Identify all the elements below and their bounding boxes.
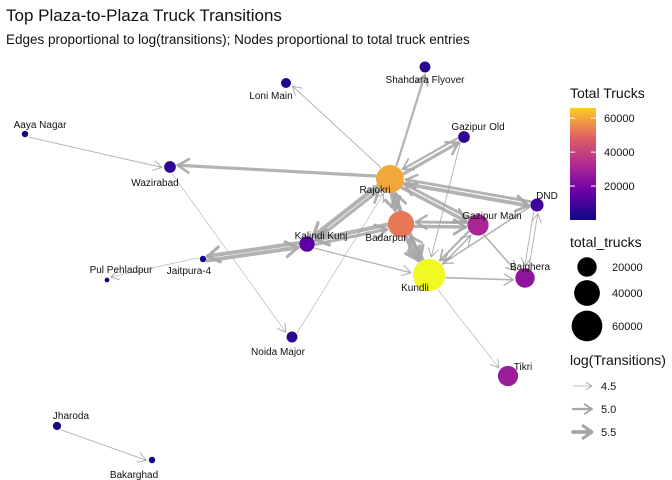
edge-rajokri-to-wazirabad [176, 157, 377, 178]
node-label-jaitpura: Jaitpura-4 [167, 266, 212, 277]
color-legend-tick: 20000 [604, 181, 635, 193]
color-legend-bar [570, 108, 596, 220]
edge-legend-label: 4.5 [601, 381, 616, 393]
edge-legend-key [571, 424, 594, 440]
node-label-rajokri: Rajokri [359, 185, 390, 196]
node-label-gazmain: Gazipur Main [462, 211, 521, 222]
node-rajokri [376, 165, 404, 193]
edge-gazold-to-rajokri [401, 137, 459, 171]
edge-wazirabad-to-noida [171, 173, 287, 333]
chart-subtitle: Edges proportional to log(transitions); … [6, 32, 470, 47]
node-gazmain [467, 214, 489, 236]
node-label-shahdara: Shahdara Flyover [386, 75, 466, 86]
edge-kundli-to-bajghera [445, 273, 515, 286]
edges-layer [28, 73, 542, 463]
edge-legend-label: 5.5 [601, 427, 616, 439]
edge-dnd-to-kundli [442, 206, 531, 265]
size-legend-key [574, 280, 600, 306]
size-legend-label: 60000 [612, 321, 643, 333]
node-kundli [413, 259, 445, 291]
edge-kundli-to-gazmain [441, 234, 472, 266]
edge-kalindi-to-badarpur [314, 223, 389, 246]
edge-gazmain-to-rajokri [403, 182, 471, 220]
node-jaitpura [199, 255, 207, 263]
node-label-bajghera: Bajghera [510, 262, 550, 273]
node-label-wazirabad: Wazirabad [131, 178, 178, 189]
edge-kundli-to-tikri [437, 289, 500, 369]
node-jharoda [52, 421, 62, 431]
node-label-noida: Noida Major [251, 347, 306, 358]
node-label-kalindi: Kalindi Kunj [295, 231, 348, 242]
legend: Total Trucks 20000 40000 60000 total_trucks 2… [570, 85, 666, 440]
edge-rajokri-to-loni [292, 85, 381, 168]
color-legend-tick: 60000 [604, 113, 635, 125]
node-wazirabad [164, 161, 176, 173]
node-label-gazold: Gazipur Old [451, 122, 504, 133]
node-label-jharoda: Jharoda [53, 411, 90, 422]
edge-legend-key [572, 381, 593, 391]
node-label-bakarghad: Bakarghad [110, 470, 158, 480]
labels-layer: Loni Main Shahdara Flyover Aaya Nagar Gazip… [14, 75, 558, 480]
node-gazold [458, 131, 470, 143]
node-badarpur [387, 210, 415, 238]
node-label-loni: Loni Main [249, 91, 292, 102]
node-tikri [497, 365, 519, 387]
chart-title: Top Plaza-to-Plaza Truck Transitions [6, 6, 282, 25]
edge-dnd-to-rajokri [404, 173, 532, 203]
node-label-dnd: DND [536, 191, 558, 202]
node-label-badarpur: Badarpur [365, 233, 407, 244]
size-legend-label: 20000 [612, 262, 643, 274]
color-legend-tick: 40000 [604, 147, 635, 159]
edge-legend-label: 5.0 [601, 404, 616, 416]
edge-badarpur-to-rajokri [390, 192, 407, 212]
node-bakarghad [148, 456, 156, 464]
edge-noida-to-rajokri [296, 193, 384, 334]
node-label-kundli: Kundli [401, 283, 429, 294]
node-kalindi [299, 236, 315, 252]
node-dnd [530, 198, 544, 212]
edge-aaya-to-wazirabad [28, 136, 163, 171]
size-legend-key [577, 257, 597, 277]
node-label-tikri: Tikri [514, 362, 533, 373]
edge-kalindi-to-kundli [314, 247, 412, 277]
nodes-layer [21, 61, 544, 464]
node-loni [281, 78, 291, 88]
size-legend-label: 40000 [612, 288, 643, 300]
edge-jaitpura-to-pulpeh [110, 257, 199, 281]
color-legend-title: Total Trucks [570, 85, 645, 101]
node-pulpeh [104, 277, 110, 283]
node-aaya [21, 130, 29, 138]
node-shahdara [419, 61, 431, 73]
node-label-aaya: Aaya Nagar [14, 120, 67, 131]
edge-gazmain-to-badarpur [414, 214, 468, 230]
edge-jharoda-to-bakarghad [60, 429, 147, 463]
edge-kalindi-to-jaitpura [205, 241, 300, 264]
edge-gazmain-to-bajghera [483, 234, 517, 272]
node-bajghera [515, 268, 535, 288]
edge-legend-key [571, 403, 593, 415]
edge-bajghera-to-dnd [528, 213, 542, 269]
size-legend-title: total_trucks [570, 234, 642, 250]
edge-gazold-to-kundli [428, 142, 461, 258]
node-noida [286, 331, 298, 343]
edge-rajokri-to-shahdara [395, 73, 429, 167]
size-legend-key [571, 310, 603, 342]
edge-kundli-to-badarpur [408, 234, 425, 261]
edge-legend-title: log(Transitions) [570, 352, 666, 368]
node-label-pulpeh: Pul Pehladpur [90, 265, 153, 276]
